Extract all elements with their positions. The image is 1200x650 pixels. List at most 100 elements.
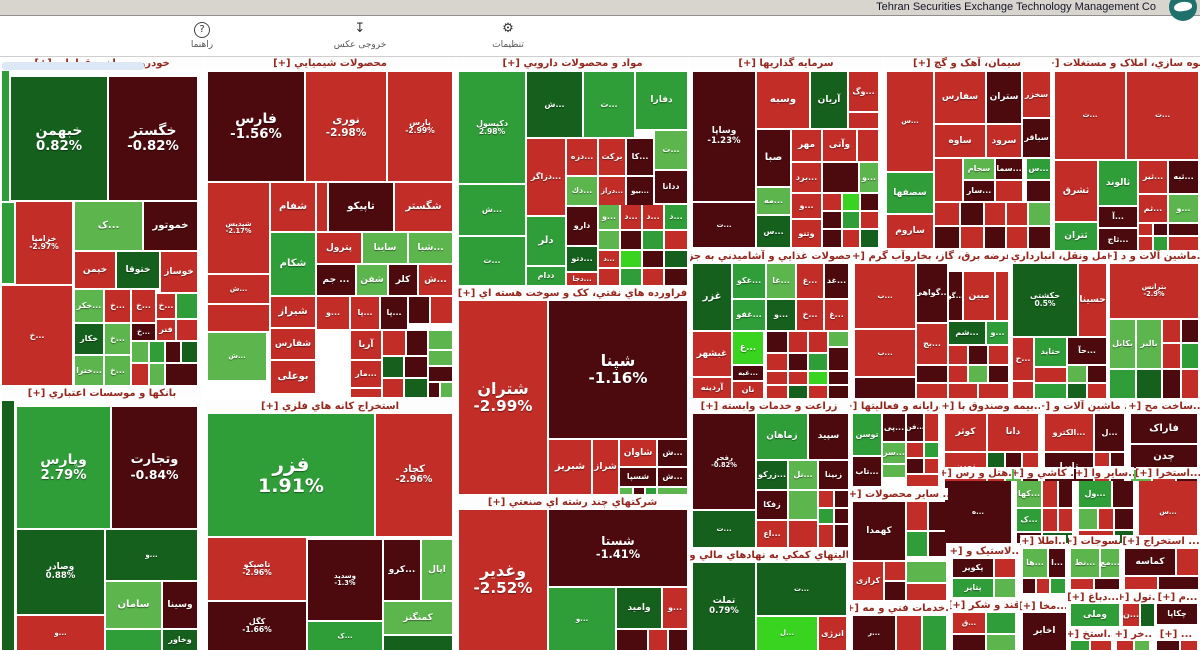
treemap-tile[interactable] xyxy=(907,562,946,582)
section-header[interactable]: ...رايانه و فعاليتها [+] xyxy=(850,400,940,412)
treemap-tile[interactable]: ساوه xyxy=(935,125,985,157)
treemap-tile[interactable] xyxy=(1051,579,1065,593)
treemap-tile[interactable]: ...سر xyxy=(883,443,905,463)
treemap-tile[interactable] xyxy=(1095,453,1109,466)
treemap-tile[interactable] xyxy=(925,459,938,473)
treemap-tile[interactable]: خزامیا -2.97% xyxy=(16,202,72,284)
treemap-tile[interactable] xyxy=(949,366,967,382)
treemap-tile[interactable]: ...شیا xyxy=(409,233,452,263)
treemap-tile[interactable] xyxy=(835,525,848,547)
treemap-tile[interactable]: ...دزه xyxy=(567,139,597,175)
treemap-tile[interactable]: ...خ xyxy=(105,356,130,385)
treemap-tile[interactable]: ...و xyxy=(17,616,104,650)
treemap-tile[interactable]: شاوان xyxy=(620,440,656,466)
treemap-tile[interactable]: پکویر xyxy=(953,559,993,577)
treemap-tile[interactable]: ...بیو xyxy=(627,177,653,205)
treemap-tile[interactable]: ...خ xyxy=(132,290,155,322)
treemap-tile[interactable]: تاپیکو xyxy=(329,183,393,231)
treemap-tile[interactable]: ...دراز xyxy=(599,177,625,205)
treemap-tile[interactable] xyxy=(1141,604,1154,626)
treemap-tile[interactable]: فنر xyxy=(157,320,175,340)
treemap-tile[interactable]: کلر xyxy=(389,265,417,295)
treemap-tile[interactable]: ...و xyxy=(549,588,615,650)
treemap-tile[interactable] xyxy=(1177,549,1198,575)
treemap-tile[interactable]: ...آ xyxy=(1099,207,1137,227)
treemap-tile[interactable] xyxy=(917,384,947,398)
treemap-tile[interactable]: زبینا xyxy=(819,461,848,489)
treemap-tile[interactable]: وسدید -1.3% xyxy=(308,540,382,620)
treemap-tile[interactable]: ثالوند xyxy=(1099,161,1137,205)
treemap-tile[interactable]: برکت xyxy=(599,139,625,175)
treemap-tile[interactable]: ...و xyxy=(792,194,821,218)
treemap-tile[interactable] xyxy=(861,230,878,247)
treemap-tile[interactable]: ...ش xyxy=(527,72,582,137)
treemap-tile[interactable]: ...ت xyxy=(459,237,525,285)
treemap-tile[interactable] xyxy=(1091,641,1111,650)
section-header[interactable]: سرمايه گذاريها [+] xyxy=(690,57,882,69)
treemap-tile[interactable] xyxy=(383,331,405,355)
treemap-tile[interactable] xyxy=(665,269,687,285)
treemap-tile[interactable]: ...ق xyxy=(953,613,985,633)
treemap-tile[interactable] xyxy=(843,230,859,247)
treemap-tile[interactable]: ...خترا xyxy=(75,356,103,385)
treemap-tile[interactable]: خبهمن 0.82% xyxy=(11,77,107,200)
treemap-tile[interactable] xyxy=(351,389,381,397)
treemap-tile[interactable]: ...د xyxy=(665,205,687,229)
treemap-tile[interactable] xyxy=(949,384,977,398)
section-header[interactable]: ...تول [+] xyxy=(1120,591,1155,603)
section-header[interactable]: بانکها و موسسات اعتباري [+] xyxy=(2,387,202,399)
treemap-tile[interactable]: کوثر xyxy=(945,414,986,451)
treemap-tile[interactable] xyxy=(429,351,452,365)
treemap-tile[interactable]: ...ها xyxy=(1023,549,1047,577)
section-header[interactable]: مواد و محصولات دارويي [+] xyxy=(457,57,688,69)
treemap-tile[interactable] xyxy=(835,491,848,507)
treemap-tile[interactable]: ...ک xyxy=(75,202,142,250)
section-header[interactable]: ...لاستيک و [+] xyxy=(950,545,1018,557)
treemap-tile[interactable]: ...ش xyxy=(208,333,266,380)
treemap-tile[interactable]: ...ب xyxy=(855,330,915,376)
section-header[interactable]: شرکتهاي چند رشته اي صنعتي [+] xyxy=(457,496,688,508)
treemap-tile[interactable] xyxy=(809,372,827,384)
treemap-tile[interactable]: حسینا xyxy=(1079,264,1106,336)
treemap-tile[interactable]: آریا xyxy=(351,331,381,359)
treemap-tile[interactable]: دارو xyxy=(567,207,597,245)
treemap-tile[interactable] xyxy=(1071,579,1093,589)
treemap-tile[interactable] xyxy=(431,297,452,323)
treemap-tile[interactable] xyxy=(150,364,164,385)
treemap-tile[interactable] xyxy=(1099,509,1113,529)
treemap-tile[interactable] xyxy=(1111,453,1124,466)
treemap-tile[interactable] xyxy=(907,459,923,473)
treemap-tile[interactable]: پارس -2.99% xyxy=(388,72,452,181)
treemap-tile[interactable] xyxy=(429,367,452,381)
treemap-tile[interactable] xyxy=(767,332,787,352)
section-header[interactable]: زراعت و خدمات وابسته [+] xyxy=(690,400,848,412)
treemap-tile[interactable]: ...پا xyxy=(381,297,407,329)
treemap-tile[interactable]: ...و xyxy=(663,588,687,628)
treemap-tile[interactable]: ...مار xyxy=(351,361,381,387)
treemap-tile[interactable]: ...پا xyxy=(351,297,379,329)
treemap-tile[interactable]: ...س xyxy=(757,216,790,247)
treemap-tile[interactable]: ...و xyxy=(317,297,349,329)
treemap-tile[interactable] xyxy=(1139,237,1152,250)
treemap-tile[interactable] xyxy=(1163,344,1180,368)
treemap-tile[interactable]: شپنا -1.16% xyxy=(549,301,687,438)
treemap-tile[interactable] xyxy=(1043,481,1057,507)
treemap-tile[interactable]: ...سما xyxy=(996,159,1022,179)
treemap-tile[interactable] xyxy=(620,488,632,494)
treemap-tile[interactable]: ...ش xyxy=(419,265,452,295)
treemap-tile[interactable]: ...غکو xyxy=(733,264,765,298)
treemap-tile[interactable] xyxy=(1068,384,1086,398)
treemap-tile[interactable]: ثشرق xyxy=(1055,161,1097,221)
treemap-tile[interactable] xyxy=(617,630,647,650)
treemap-tile[interactable] xyxy=(669,630,687,650)
treemap-tile[interactable]: ...ا xyxy=(1049,549,1065,577)
treemap-tile[interactable] xyxy=(885,562,905,580)
treemap-tile[interactable]: خگستر -0.82% xyxy=(109,77,197,200)
treemap-tile[interactable] xyxy=(1071,641,1089,650)
treemap-tile[interactable] xyxy=(2,71,9,201)
treemap-tile[interactable] xyxy=(634,488,644,494)
treemap-tile[interactable]: ...ث xyxy=(1055,72,1125,159)
treemap-tile[interactable]: دکپسول 2.98% xyxy=(459,72,525,183)
treemap-tile[interactable]: ...ن xyxy=(1123,604,1139,626)
treemap-tile[interactable]: اپال xyxy=(422,540,452,600)
